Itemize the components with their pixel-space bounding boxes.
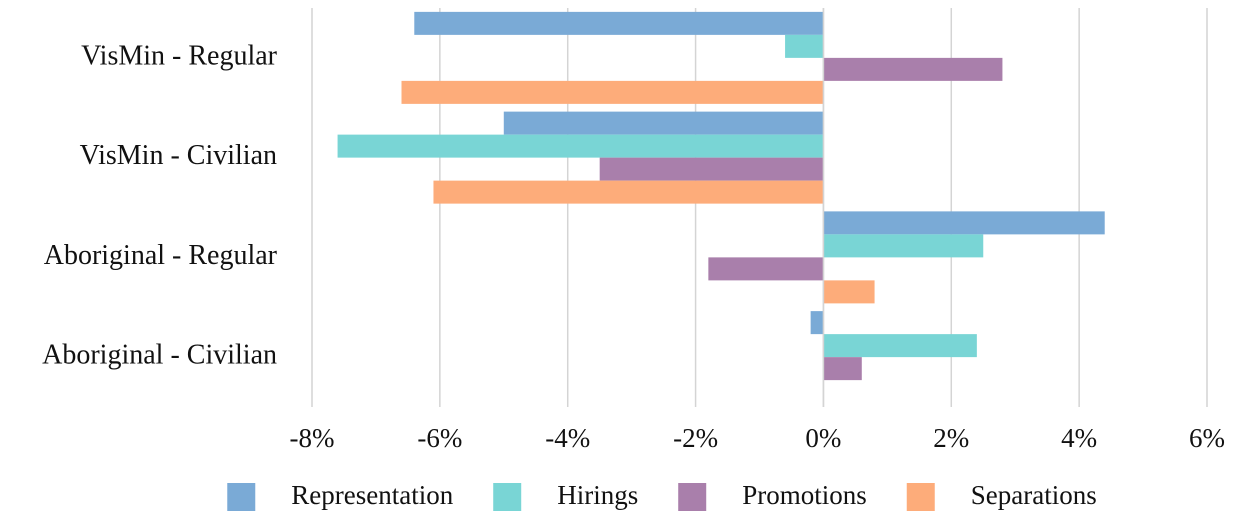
bar: [337, 134, 824, 158]
legend-swatch: [906, 483, 935, 511]
legend-label: Hirings: [557, 480, 638, 510]
bar: [823, 57, 1003, 81]
bar: [823, 234, 984, 258]
y-tick-label: Aboriginal - Civilian: [42, 340, 277, 371]
bar: [823, 280, 875, 304]
bar: [599, 157, 824, 181]
bar: [503, 111, 824, 135]
x-tick-label: -2%: [673, 423, 718, 453]
x-tick-label: 4%: [1061, 423, 1097, 453]
legend-swatch: [678, 483, 707, 511]
x-tick-label: -4%: [545, 423, 590, 453]
x-tick-label: -6%: [417, 423, 462, 453]
legend-swatch: [493, 483, 522, 511]
bar: [810, 311, 824, 335]
bar: [401, 80, 824, 104]
y-tick-label: VisMin - Regular: [81, 40, 278, 71]
bar: [708, 257, 824, 281]
y-tick-label: Aboriginal - Regular: [44, 240, 278, 271]
legend-swatch: [227, 483, 256, 511]
y-tick-label: VisMin - Civilian: [80, 140, 277, 171]
x-tick-label: 2%: [933, 423, 969, 453]
legend-label: Separations: [971, 480, 1097, 510]
bar: [785, 34, 824, 58]
bar: [433, 180, 824, 204]
x-tick-label: 6%: [1189, 423, 1225, 453]
legend-label: Promotions: [742, 480, 867, 510]
x-tick-label: 0%: [805, 423, 841, 453]
legend-label: Representation: [291, 480, 453, 510]
bar: [414, 11, 824, 35]
x-tick-label: -8%: [290, 423, 335, 453]
bar: [823, 357, 862, 381]
bar: [823, 211, 1105, 235]
bar: [823, 334, 977, 358]
